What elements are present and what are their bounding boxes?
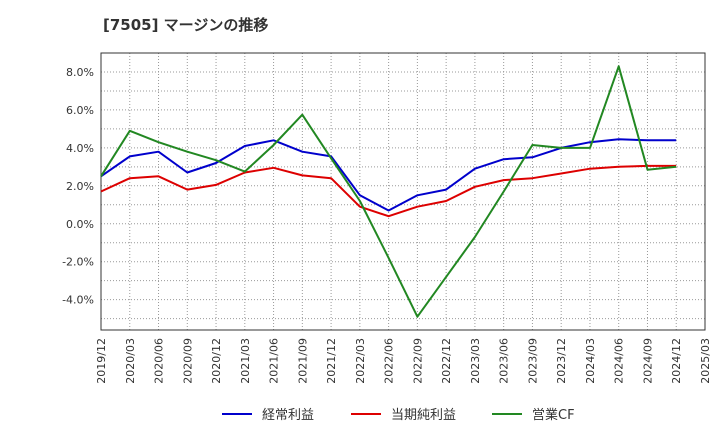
x-tick-label: 2022/12 bbox=[440, 338, 453, 384]
y-tick-label: -4.0% bbox=[62, 294, 94, 307]
legend-label-3: 営業CF bbox=[532, 407, 575, 423]
x-tick-label: 2023/09 bbox=[526, 338, 539, 384]
y-tick-label: -2.0% bbox=[62, 256, 94, 269]
x-tick-label: 2022/06 bbox=[383, 338, 396, 384]
x-tick-label: 2023/06 bbox=[498, 338, 511, 384]
x-tick-label: 2024/03 bbox=[584, 338, 597, 384]
x-tick-label: 2020/09 bbox=[181, 338, 194, 384]
y-tick-label: 0.0% bbox=[66, 218, 94, 231]
legend-label-1: 経常利益 bbox=[262, 408, 314, 423]
x-tick-label: 2021/06 bbox=[268, 338, 281, 384]
y-tick-label: 8.0% bbox=[66, 66, 94, 79]
x-tick-label: 2020/06 bbox=[153, 338, 166, 384]
x-tick-label: 2021/12 bbox=[325, 338, 338, 384]
series-line-1 bbox=[100, 138, 677, 212]
x-tick-label: 2023/12 bbox=[555, 338, 568, 384]
x-tick-label: 2022/03 bbox=[354, 338, 367, 384]
x-tick-label: 2024/09 bbox=[641, 338, 654, 384]
chart-title: [7505] マージンの推移 bbox=[103, 16, 269, 34]
x-tick-label: 2025/03 bbox=[699, 338, 712, 384]
x-tick-label: 2019/12 bbox=[95, 338, 108, 384]
x-tick-label: 2021/03 bbox=[239, 338, 252, 384]
legend-label-2: 当期純利益 bbox=[391, 408, 456, 423]
y-tick-label: 6.0% bbox=[66, 104, 94, 117]
series-line-2 bbox=[100, 164, 677, 218]
x-tick-label: 2020/12 bbox=[210, 338, 223, 384]
x-tick-label: 2020/03 bbox=[124, 338, 137, 384]
x-tick-label: 2023/03 bbox=[469, 338, 482, 384]
x-tick-label: 2021/09 bbox=[296, 338, 309, 384]
y-tick-label: 2.0% bbox=[66, 180, 94, 193]
series-line-3 bbox=[100, 65, 677, 318]
y-tick-label: 4.0% bbox=[66, 142, 94, 155]
x-tick-label: 2024/06 bbox=[613, 338, 626, 384]
x-tick-label: 2022/09 bbox=[411, 338, 424, 384]
x-tick-label: 2024/12 bbox=[670, 338, 683, 384]
plot-area bbox=[101, 53, 705, 330]
